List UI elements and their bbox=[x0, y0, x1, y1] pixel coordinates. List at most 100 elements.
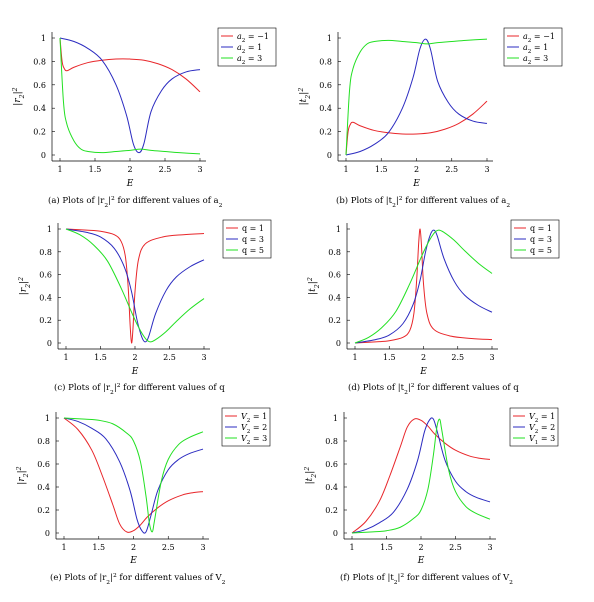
legend-entry: q = 1 bbox=[242, 224, 264, 233]
y-tick-label: 0 bbox=[336, 339, 341, 348]
legend-entry: V2 = 1 bbox=[529, 412, 555, 424]
x-tick-label: 3 bbox=[201, 353, 206, 362]
legend: a2 = −1a2 = 1a2 = 3 bbox=[217, 27, 277, 67]
x-tick-label: 2 bbox=[132, 353, 137, 362]
series-line-0 bbox=[65, 228, 205, 344]
panel-caption: (c) Plots of |r2|2 for different values … bbox=[54, 382, 225, 396]
x-axis-label: E bbox=[129, 556, 137, 566]
y-tick-label: 0.6 bbox=[325, 460, 338, 469]
legend-entry: V2 = 2 bbox=[241, 423, 267, 435]
y-tick-label: 1 bbox=[333, 414, 338, 423]
y-tick-label: 0.2 bbox=[319, 128, 332, 137]
series-line-2 bbox=[63, 417, 204, 533]
y-axis-label: |t2|2 bbox=[307, 277, 321, 295]
x-tick-label: 3 bbox=[484, 165, 489, 174]
x-tick-label: 1 bbox=[63, 353, 68, 362]
y-tick-label: 1 bbox=[327, 34, 332, 43]
legend: V2 = 1V2 = 2V1 = 3 bbox=[509, 407, 559, 447]
x-tick-label: 2 bbox=[127, 165, 132, 174]
x-tick-label: 2.5 bbox=[451, 353, 464, 362]
x-tick-label: 1 bbox=[57, 165, 62, 174]
x-tick-label: 1.5 bbox=[380, 543, 393, 552]
y-tick-label: 0.2 bbox=[37, 506, 50, 515]
legend-entry: V2 = 3 bbox=[241, 434, 267, 446]
legend-entry: q = 1 bbox=[530, 224, 552, 233]
x-tick-label: 1.5 bbox=[383, 353, 396, 362]
y-axis-label: |r2|2 bbox=[12, 87, 26, 105]
y-tick-label: 0.8 bbox=[37, 437, 50, 446]
x-axis-label: E bbox=[419, 367, 427, 377]
x-tick-label: 3 bbox=[197, 165, 202, 174]
x-tick-label: 1.5 bbox=[94, 353, 107, 362]
legend: a2 = −1a2 = 1a2 = 3 bbox=[503, 27, 563, 67]
y-tick-label: 0.4 bbox=[37, 483, 50, 492]
y-tick-label: 0.6 bbox=[319, 81, 332, 90]
y-tick-label: 0.4 bbox=[33, 104, 46, 113]
y-tick-label: 0.2 bbox=[328, 316, 341, 325]
x-tick-label: 1 bbox=[352, 353, 357, 362]
y-tick-label: 0.4 bbox=[39, 293, 52, 302]
y-tick-label: 0.4 bbox=[328, 293, 341, 302]
x-axis-label: E bbox=[131, 367, 139, 377]
x-axis-label: E bbox=[126, 179, 134, 189]
x-tick-label: 2.5 bbox=[159, 165, 172, 174]
legend-entry: a2 = 1 bbox=[523, 43, 548, 55]
chart-panel-2: 1 1.5 2 2.5 300.20.40.60.81E|r2|2q = 1q = 3q… bbox=[18, 219, 272, 396]
x-tick-label: 1 bbox=[349, 543, 354, 552]
legend-entry: V1 = 3 bbox=[529, 434, 555, 446]
legend-entry: V2 = 2 bbox=[529, 423, 555, 435]
legend: q = 1 q = 3 q = 5 bbox=[222, 219, 272, 259]
x-tick-label: 2.5 bbox=[163, 353, 176, 362]
y-tick-label: 0.2 bbox=[325, 506, 338, 515]
panel-caption: (b) Plots of |t2|2 for different values … bbox=[336, 195, 510, 209]
y-axis-label: |t2|2 bbox=[298, 88, 312, 106]
series-line-1 bbox=[63, 417, 204, 534]
panel-caption: (f) Plots of |t2|2 for different values … bbox=[340, 572, 513, 586]
x-tick-label: 2.5 bbox=[445, 165, 458, 174]
y-tick-label: 0.2 bbox=[33, 128, 46, 137]
chart-panel-4: 1 1.5 2 2.5 300.20.40.60.81E|r2|2V2 = 1V2 = … bbox=[16, 407, 271, 586]
x-tick-label: 2.5 bbox=[162, 543, 175, 552]
legend-entry: q = 5 bbox=[530, 246, 552, 255]
y-axis-label: |t2|2 bbox=[304, 467, 318, 485]
legend-entry: q = 3 bbox=[530, 235, 552, 244]
chart-panel-0: 1 1.5 2 2.5 300.20.40.60.81E|r2|2a2 = −1a2 =… bbox=[12, 27, 277, 209]
x-axis-label: E bbox=[417, 556, 425, 566]
x-tick-label: 2.5 bbox=[449, 543, 462, 552]
x-tick-label: 3 bbox=[489, 353, 494, 362]
series-line-2 bbox=[59, 37, 201, 155]
x-tick-label: 2 bbox=[418, 543, 423, 552]
y-tick-label: 0.6 bbox=[328, 271, 341, 280]
x-tick-label: 2 bbox=[421, 353, 426, 362]
x-tick-label: 2 bbox=[131, 543, 136, 552]
x-tick-label: 1.5 bbox=[375, 165, 388, 174]
y-tick-label: 0.4 bbox=[319, 104, 332, 113]
y-tick-label: 0 bbox=[47, 339, 52, 348]
legend-entry: q = 3 bbox=[242, 235, 264, 244]
y-tick-label: 0.8 bbox=[39, 248, 52, 257]
y-tick-label: 0.6 bbox=[33, 81, 46, 90]
legend: V2 = 1V2 = 2V2 = 3 bbox=[221, 407, 271, 447]
legend-entry: q = 5 bbox=[242, 246, 264, 255]
series-line-1 bbox=[59, 37, 201, 154]
legend-entry: V2 = 1 bbox=[241, 412, 267, 424]
y-axis-label: |r2|2 bbox=[18, 277, 32, 295]
series-line-0 bbox=[354, 228, 493, 344]
series-line-2 bbox=[354, 229, 493, 344]
x-tick-label: 2 bbox=[414, 165, 419, 174]
y-axis-label: |r2|2 bbox=[16, 466, 30, 484]
y-tick-label: 0 bbox=[333, 529, 338, 538]
series-line-2 bbox=[65, 228, 205, 343]
series-line-2 bbox=[351, 418, 491, 534]
y-tick-label: 1 bbox=[41, 34, 46, 43]
y-tick-label: 1 bbox=[47, 225, 52, 234]
y-tick-label: 1 bbox=[45, 414, 50, 423]
y-tick-label: 0.8 bbox=[319, 57, 332, 66]
series-line-0 bbox=[345, 100, 488, 156]
series-line-1 bbox=[65, 228, 205, 343]
y-tick-label: 0.8 bbox=[33, 57, 46, 66]
y-tick-label: 1 bbox=[336, 225, 341, 234]
x-tick-label: 1.5 bbox=[89, 165, 102, 174]
y-tick-label: 0.8 bbox=[328, 248, 341, 257]
